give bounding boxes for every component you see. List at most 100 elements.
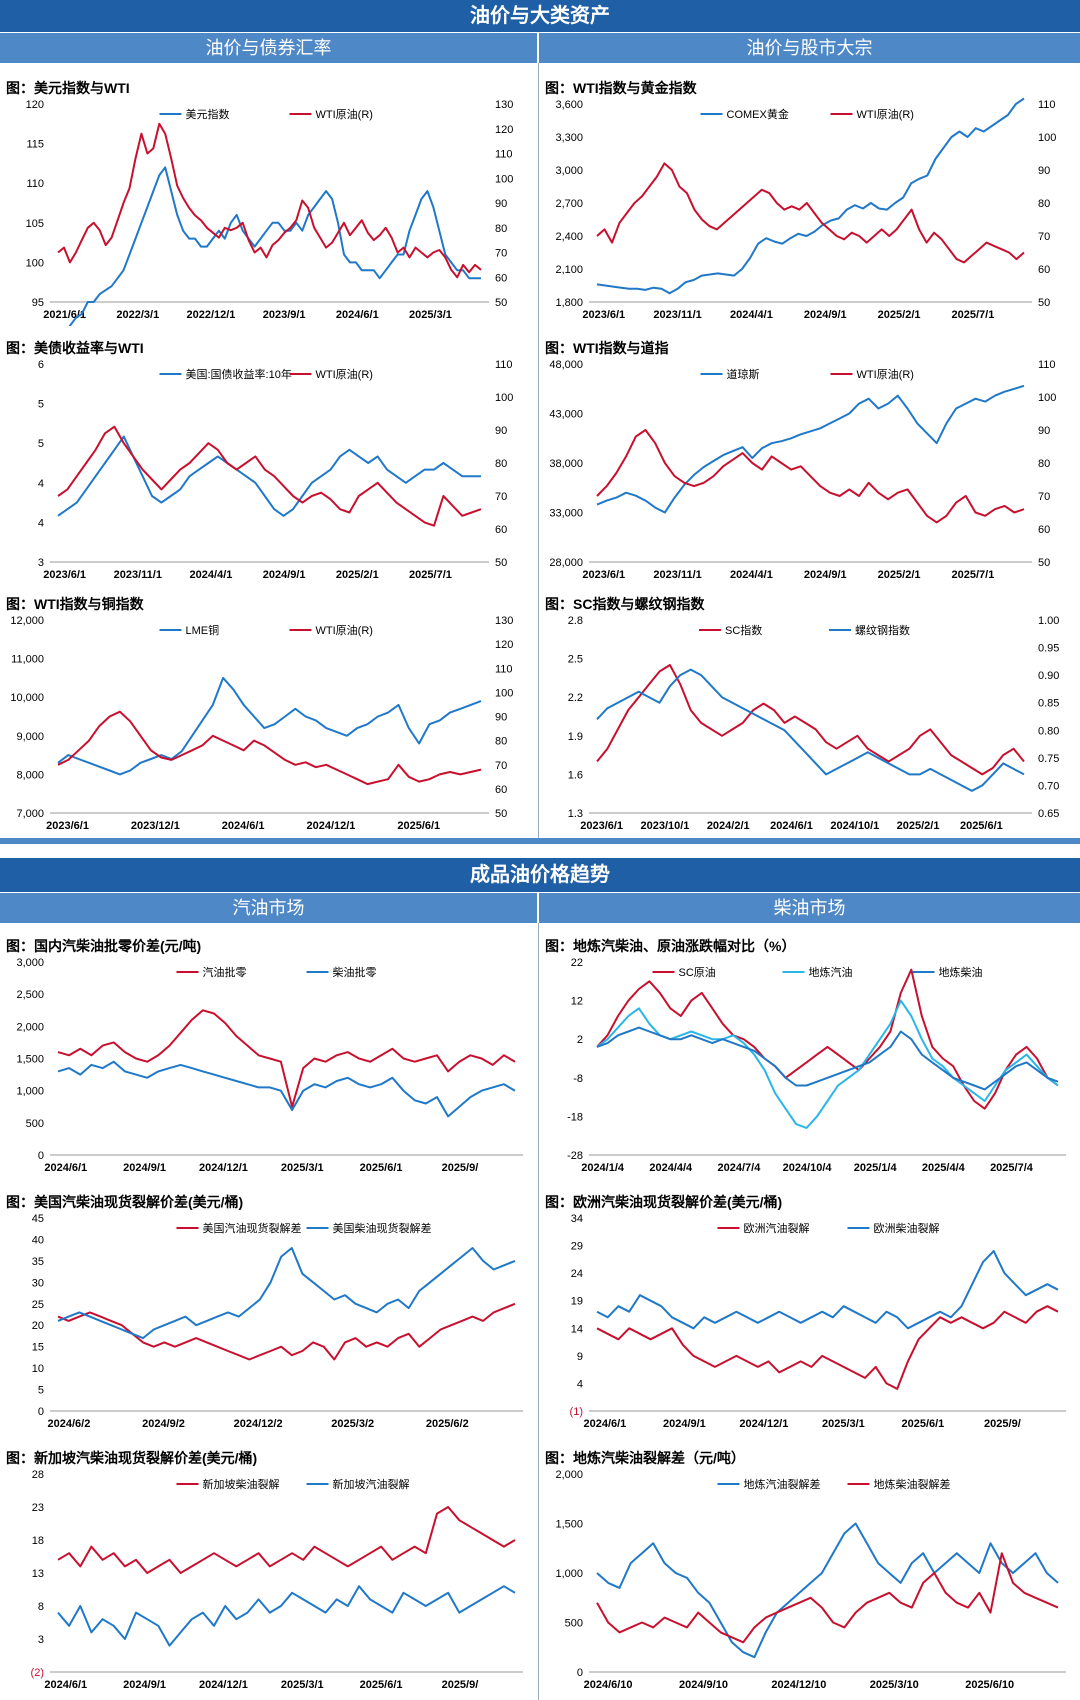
x-tick-label: 2023/10/1 <box>640 820 689 832</box>
x-tick-label: 2024/6/10 <box>584 1679 633 1691</box>
x-tick-label: 2025/4/4 <box>922 1162 966 1174</box>
y-tick-label: 3 <box>38 1634 44 1646</box>
x-tick-label: 2024/12/10 <box>771 1679 826 1691</box>
chart-treasury-wti: 图：美债收益率与WTI 3 4 4 5 5 6 50 60 70 80 90 100 110 2023/6/… <box>0 336 537 586</box>
x-tick-label: 2025/2/1 <box>878 309 921 321</box>
y-tick-label: 500 <box>26 1118 44 1130</box>
x-tick-label: 2024/6/1 <box>222 820 265 832</box>
y2-tick-label: 50 <box>1038 297 1050 309</box>
series-line <box>596 1522 1059 1659</box>
chart-plot: 3 4 4 5 5 6 50 60 70 80 90 100 110 2023/6/1 2023/11/1 2… <box>38 359 513 581</box>
y-tick-label: 1.6 <box>568 769 583 781</box>
y2-tick-label: 50 <box>1038 557 1050 569</box>
y-tick-label: 2,700 <box>555 198 583 210</box>
y2-tick-label: 130 <box>495 99 513 111</box>
legend-label: WTI原油(R) <box>857 107 914 121</box>
y-tick-label: 14 <box>571 1323 583 1335</box>
series-line <box>596 668 1025 792</box>
y2-tick-label: 1.00 <box>1038 615 1059 627</box>
legend-label: 地炼柴油裂解差 <box>874 1477 951 1491</box>
y2-tick-label: 100 <box>495 687 513 699</box>
chart-gold-wti: 图：WTI指数与黄金指数 1,800 2,100 2,400 2,700 3,000 3,3… <box>539 76 1080 326</box>
x-tick-label: 2025/6/1 <box>397 820 440 832</box>
series-line <box>57 1009 516 1108</box>
y-tick-label: 1,500 <box>16 1054 44 1066</box>
legend-label: SC指数 <box>725 623 762 637</box>
y-tick-label: 4 <box>38 478 44 490</box>
y-tick-label: 2 <box>577 1034 583 1046</box>
series-line <box>57 122 482 279</box>
legend-label: 欧洲汽油裂解 <box>744 1221 810 1235</box>
x-tick-label: 2025/3/1 <box>281 1679 324 1691</box>
y-tick-label: (1) <box>570 1406 583 1418</box>
y-tick-label: 2,000 <box>555 1469 583 1481</box>
x-tick-label: 2025/6/1 <box>360 1162 403 1174</box>
legend-label: 道琼斯 <box>727 367 760 381</box>
x-tick-label: 2025/9/ <box>442 1162 479 1174</box>
y-tick-label: 40 <box>32 1234 44 1246</box>
x-tick-label: 2024/6/1 <box>583 1418 626 1430</box>
y2-tick-label: 90 <box>1038 425 1050 437</box>
subheader-diesel: 柴油市场 <box>539 893 1080 923</box>
y-tick-label: 8,000 <box>16 769 44 781</box>
chart-plot: 0 500 1,000 1,500 2,000 2024/6/10 2024/9/10 202… <box>555 1469 1066 1691</box>
y-tick-label: 1.3 <box>568 808 583 820</box>
series-line <box>57 676 482 776</box>
x-tick-label: 2023/9/1 <box>263 309 306 321</box>
x-tick-label: 2024/9/1 <box>663 1418 706 1430</box>
x-tick-label: 2023/12/1 <box>131 820 180 832</box>
series-line <box>57 425 482 527</box>
x-tick-label: 2024/9/2 <box>142 1418 185 1430</box>
y-tick-label: 48,000 <box>549 359 583 371</box>
y-tick-label: 0 <box>577 1667 583 1679</box>
series-line <box>596 162 1025 264</box>
chart-plot: 1.3 1.6 1.9 2.2 2.5 2.8 0.65 0.70 0.75 0.80 0.85 0.… <box>568 615 1060 832</box>
x-tick-label: 2025/7/4 <box>990 1162 1034 1174</box>
x-tick-label: 2023/6/1 <box>582 309 625 321</box>
series-line <box>596 97 1025 295</box>
chart-plot: 0 500 1,000 1,500 2,000 2,500 3,000 2024/6/1 202… <box>16 957 523 1174</box>
x-tick-label: 2024/10/1 <box>830 820 879 832</box>
y2-tick-label: 90 <box>1038 165 1050 177</box>
chart-local-refinery-change: 图：地炼汽柴油、原油涨跌幅对比（%） -28 -18 -8 2 12 22 2024/1/4 2… <box>539 934 1080 1179</box>
legend-label: WTI原油(R) <box>316 623 373 637</box>
section-divider <box>0 838 1080 844</box>
y-tick-label: 45 <box>32 1213 44 1225</box>
y-tick-label: 20 <box>32 1320 44 1332</box>
y2-tick-label: 110 <box>495 663 513 675</box>
x-tick-label: 2024/9/1 <box>123 1162 166 1174</box>
legend-label: WTI原油(R) <box>316 107 373 121</box>
x-tick-label: 2024/12/1 <box>306 820 355 832</box>
chart-plot: 28,000 33,000 38,000 43,000 48,000 50 60 70 80 90… <box>549 359 1056 581</box>
y2-tick-label: 60 <box>495 524 507 536</box>
chart-plot: 1,800 2,100 2,400 2,700 3,000 3,300 3,600 50 60 7… <box>555 97 1056 321</box>
x-tick-label: 2024/4/4 <box>649 1162 693 1174</box>
series-line <box>57 435 481 517</box>
y-tick-label: 3,300 <box>555 132 583 144</box>
y-tick-label: 0 <box>38 1150 44 1162</box>
y-tick-label: 3 <box>38 557 44 569</box>
chart-us-crack: 图：美国汽柴油现货裂解价差(美元/桶) 0 5 10 15 20 25 30 35 40 45 202… <box>0 1190 537 1435</box>
y2-tick-label: 130 <box>495 615 513 627</box>
y-tick-label: 100 <box>26 257 44 269</box>
x-tick-label: 2024/6/1 <box>336 309 379 321</box>
legend-label: 美国柴油现货裂解差 <box>333 1221 432 1235</box>
y-tick-label: 95 <box>32 297 44 309</box>
x-tick-label: 2025/6/2 <box>426 1418 469 1430</box>
legend-label: 新加坡汽油裂解 <box>333 1477 410 1491</box>
chart-plot: -28 -18 -8 2 12 22 2024/1/4 2024/4/4 2024/7/4 202… <box>567 957 1066 1174</box>
x-tick-label: 2023/11/1 <box>653 309 701 321</box>
y-tick-label: 6 <box>38 359 44 371</box>
y2-tick-label: 0.65 <box>1038 808 1059 820</box>
x-tick-label: 2025/6/10 <box>965 1679 1014 1691</box>
chart-title: 图：地炼汽柴油、原油涨跌幅对比（%） <box>545 938 796 954</box>
x-tick-label: 2025/7/1 <box>952 569 995 581</box>
series-line <box>57 1585 516 1647</box>
x-tick-label: 2025/2/1 <box>897 820 940 832</box>
y-tick-label: 38,000 <box>549 458 583 470</box>
x-tick-label: 2025/6/1 <box>901 1418 944 1430</box>
x-tick-label: 2024/9/1 <box>804 309 847 321</box>
y-tick-label: 25 <box>32 1299 44 1311</box>
y-tick-label: 500 <box>565 1618 583 1630</box>
x-tick-label: 2023/11/1 <box>114 569 162 581</box>
